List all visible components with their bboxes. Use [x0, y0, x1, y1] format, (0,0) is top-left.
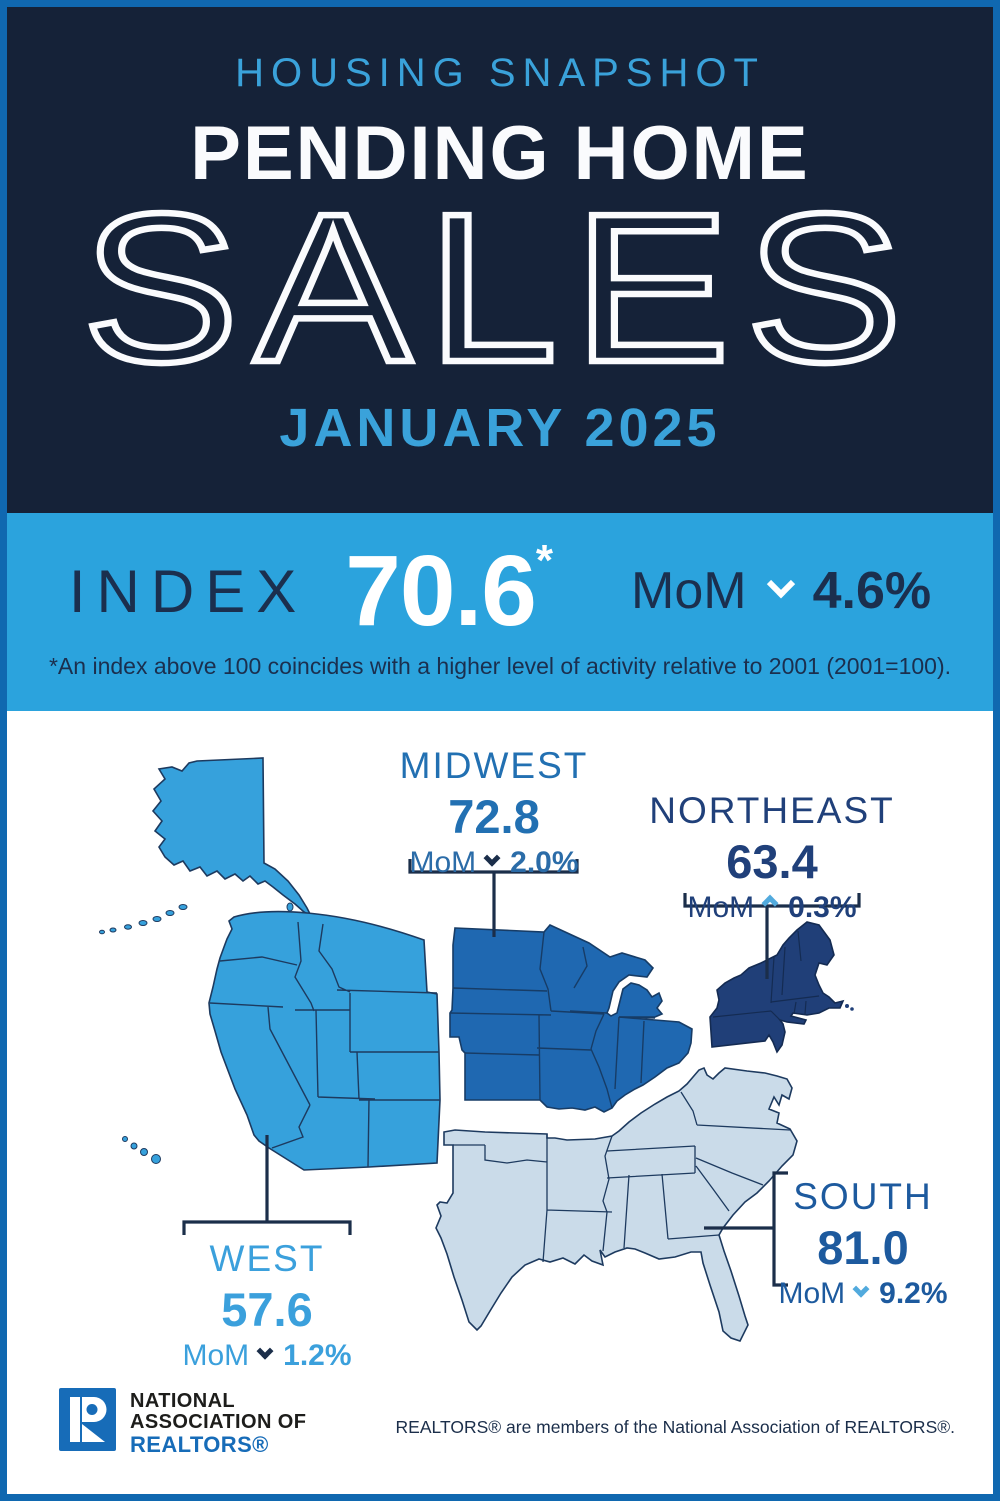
us-regions-map	[99, 757, 861, 1342]
midwest-name: MIDWEST	[399, 745, 589, 786]
nar-logo-text: NATIONAL ASSOCIATION OF REALTORS®	[130, 1388, 307, 1457]
index-row: INDEX 70.6 * MoM 4.6%	[7, 535, 993, 647]
title-sales: SALES	[82, 193, 918, 389]
label-connectors	[182, 859, 861, 1287]
national-mom-value: 4.6%	[812, 562, 932, 620]
national-mom-group: MoM 4.6%	[631, 561, 931, 621]
logo-line-2: ASSOCIATION OF	[130, 1411, 307, 1433]
map-region-south	[435, 1066, 798, 1342]
map-section: MIDWEST 72.8 MoM 2.0% NORTHEAST 63.4 MoM…	[7, 711, 993, 1494]
trend-down-icon	[766, 570, 795, 599]
south-mom-row: MoM 9.2%	[773, 1277, 953, 1311]
nar-logo-mark	[59, 1388, 116, 1451]
map-region-alaska	[99, 757, 313, 935]
mom-label: MoM	[631, 562, 747, 620]
header-section: HOUSING SNAPSHOT PENDING HOME SALES JANU…	[7, 7, 993, 513]
northeast-connector	[683, 893, 861, 979]
northeast-mom-value: 0.3%	[788, 891, 857, 924]
midwest-connector	[408, 859, 579, 937]
map-region-west	[208, 910, 441, 1171]
trend-down-icon	[852, 1280, 870, 1298]
northeast-stat-label: NORTHEAST 63.4 MoM 0.3%	[642, 790, 902, 925]
index-asterisk: *	[535, 536, 554, 585]
northeast-mom-label: MoM	[687, 891, 755, 924]
south-index-value: 81.0	[817, 1221, 909, 1274]
south-name: SOUTH	[793, 1176, 933, 1217]
index-label: INDEX	[68, 557, 308, 625]
west-index-value: 57.6	[221, 1283, 313, 1336]
south-mom-label: MoM	[778, 1277, 846, 1310]
south-mom-value: 9.2%	[879, 1277, 948, 1310]
midwest-mom-value: 2.0%	[510, 846, 579, 879]
west-mom-row: MoM 1.2%	[137, 1339, 397, 1373]
northeast-index-value: 63.4	[726, 835, 818, 888]
footer-disclaimer: REALTORS® are members of the National As…	[395, 1417, 955, 1437]
index-band: INDEX 70.6 * MoM 4.6% *An index above 10…	[7, 513, 993, 711]
trend-up-icon	[761, 894, 779, 912]
trend-down-icon	[483, 849, 501, 867]
index-footnote: *An index above 100 coincides with a hig…	[48, 653, 952, 679]
index-value-group: 70.6 *	[345, 535, 554, 647]
title-sales-art: SALES	[79, 193, 918, 389]
nar-logo: NATIONAL ASSOCIATION OF REALTORS®	[59, 1388, 307, 1457]
index-value: 70.6	[345, 535, 537, 647]
south-stat-label: SOUTH 81.0 MoM 9.2%	[773, 1176, 953, 1311]
midwest-stat-label: MIDWEST 72.8 MoM 2.0%	[364, 745, 624, 880]
northeast-name: NORTHEAST	[649, 790, 895, 831]
midwest-mom-row: MoM 2.0%	[364, 846, 624, 880]
west-name: WEST	[209, 1238, 325, 1279]
midwest-index-value: 72.8	[448, 790, 540, 843]
south-connector	[704, 1171, 788, 1287]
trend-down-icon	[256, 1342, 274, 1360]
title-pending-home: PENDING HOME	[190, 111, 810, 196]
logo-line-1: NATIONAL	[130, 1390, 236, 1412]
west-connector	[182, 1135, 352, 1235]
logo-line-3: REALTORS®	[130, 1432, 269, 1457]
kicker-housing-snapshot: HOUSING SNAPSHOT	[235, 51, 765, 95]
west-mom-label: MoM	[182, 1339, 250, 1372]
northeast-mom-row: MoM 0.3%	[642, 891, 902, 925]
midwest-mom-label: MoM	[409, 846, 477, 879]
west-mom-value: 1.2%	[283, 1339, 352, 1372]
west-stat-label: WEST 57.6 MoM 1.2%	[137, 1238, 397, 1373]
map-region-hawaii	[122, 1136, 161, 1164]
report-date: JANUARY 2025	[279, 398, 721, 458]
map-region-midwest	[449, 924, 693, 1113]
map-region-northeast	[709, 921, 854, 1054]
